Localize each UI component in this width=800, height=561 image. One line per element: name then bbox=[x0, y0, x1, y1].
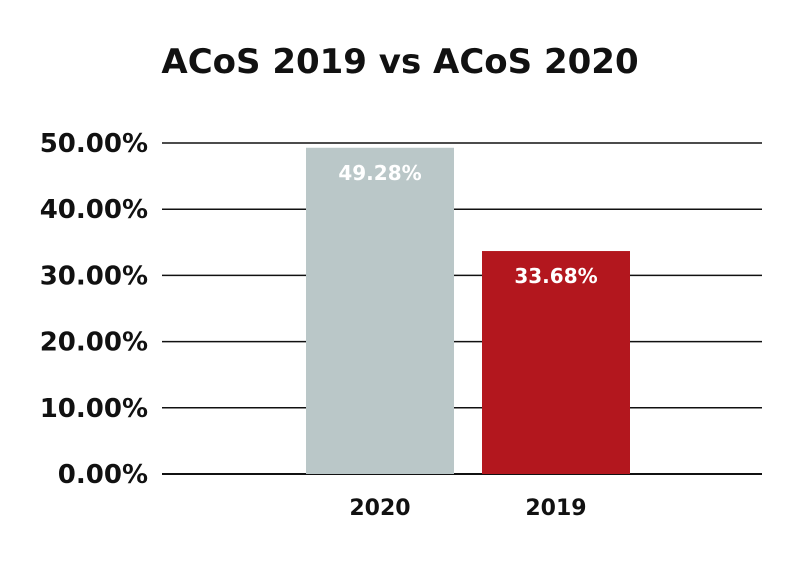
bars bbox=[306, 147, 630, 474]
y-tick-label: 40.00% bbox=[40, 195, 148, 225]
chart-title: ACoS 2019 vs ACoS 2020 bbox=[161, 42, 639, 82]
x-category-label: 2019 bbox=[525, 496, 586, 521]
gridlines bbox=[162, 142, 762, 475]
x-axis-categories: 2020 2019 bbox=[349, 496, 586, 521]
y-tick-label: 0.00% bbox=[58, 460, 148, 490]
data-labels: 49.28% 33.68% bbox=[338, 161, 597, 288]
bar-2019 bbox=[482, 251, 630, 474]
y-tick-label: 10.00% bbox=[40, 394, 148, 424]
y-tick-label: 20.00% bbox=[40, 328, 148, 358]
bar-2020 bbox=[306, 147, 454, 474]
y-axis-ticks: 0.00% 10.00% 20.00% 30.00% 40.00% 50.00% bbox=[40, 129, 148, 490]
data-label: 33.68% bbox=[514, 264, 597, 288]
x-category-label: 2020 bbox=[349, 496, 410, 521]
y-tick-label: 30.00% bbox=[40, 261, 148, 291]
data-label: 49.28% bbox=[338, 161, 421, 185]
y-tick-label: 50.00% bbox=[40, 129, 148, 159]
